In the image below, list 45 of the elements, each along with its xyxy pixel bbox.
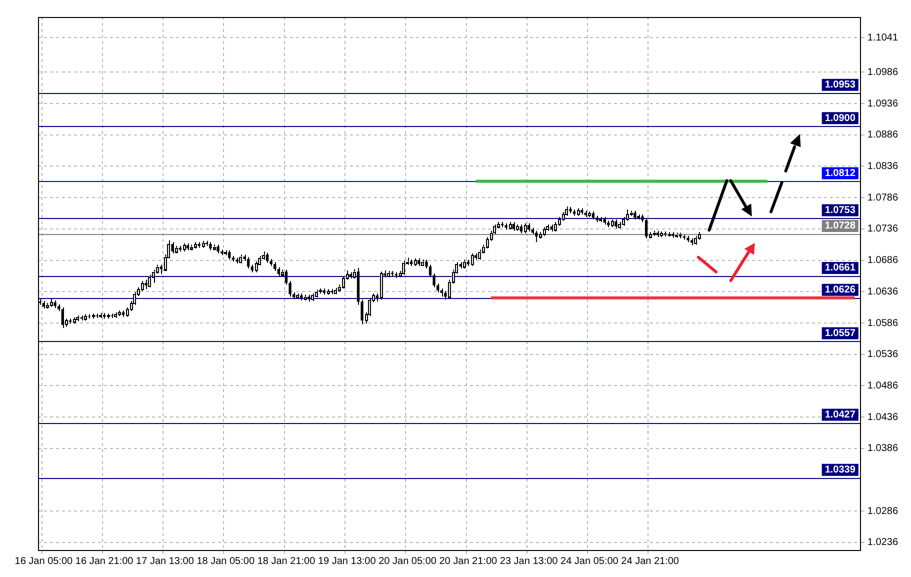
y-tick-label: 1.0886: [867, 130, 898, 141]
candlestick: [535, 230, 538, 243]
ref-line-label: 1.0753: [824, 205, 856, 216]
y-tick-label: 1.0536: [867, 349, 898, 360]
x-tick-label: 20 Jan 21:00: [439, 556, 498, 567]
y-tick-label: 1.1041: [867, 32, 898, 44]
y-tick-label: 1.0936: [867, 98, 898, 110]
y-tick-label: 1.0636: [867, 286, 898, 298]
candlestick: [266, 252, 269, 264]
y-tick-label: 1.0786: [867, 192, 898, 204]
x-tick-label: 16 Jan 21:00: [75, 556, 134, 567]
ref-line-label: 1.0339: [824, 464, 856, 476]
y-tick-label: 1.0436: [867, 412, 898, 423]
candlestick: [228, 250, 231, 260]
y-tick-label: 1.0386: [867, 443, 898, 454]
candlestick: [144, 279, 148, 290]
candlestick: [247, 256, 250, 269]
x-tick-label: 24 Jan 05:00: [560, 556, 619, 567]
candlestick: [644, 218, 648, 239]
x-tick-label: 24 Jan 21:00: [621, 556, 680, 567]
y-tick-label: 1.0586: [867, 318, 898, 329]
y-tick-label: 1.0486: [867, 380, 898, 392]
ref-line-label: 1.0953: [824, 80, 856, 91]
y-tick-label: 1.0686: [867, 255, 898, 266]
x-tick-label: 19 Jan 13:00: [318, 556, 376, 567]
x-tick-label: 18 Jan 05:00: [196, 556, 255, 567]
ref-line-label: 1.0427: [824, 409, 856, 420]
candlestick: [171, 242, 174, 254]
y-tick-label: 1.0986: [867, 66, 898, 78]
candlestick: [61, 306, 64, 329]
ref-line-label: 1.0557: [824, 328, 856, 339]
x-tick-label: 20 Jan 05:00: [378, 556, 437, 567]
ref-line-label: 1.0661: [824, 262, 856, 274]
ref-line-label: 1.0812: [824, 168, 856, 180]
x-tick-label: 16 Jan 05:00: [14, 556, 74, 567]
y-tick-label: 1.0236: [867, 537, 898, 548]
y-tick-label: 1.0286: [867, 506, 898, 517]
ref-line-label: 1.0728: [824, 220, 856, 232]
x-tick-label: 23 Jan 13:00: [500, 556, 558, 567]
y-tick-label: 1.0836: [867, 160, 898, 172]
ref-line-label: 1.0626: [824, 284, 856, 296]
x-tick-label: 17 Jan 13:00: [136, 556, 194, 567]
x-tick-label: 18 Jan 21:00: [257, 556, 316, 567]
ref-line-label: 1.0900: [824, 112, 856, 124]
y-tick-label: 1.0736: [867, 224, 898, 235]
